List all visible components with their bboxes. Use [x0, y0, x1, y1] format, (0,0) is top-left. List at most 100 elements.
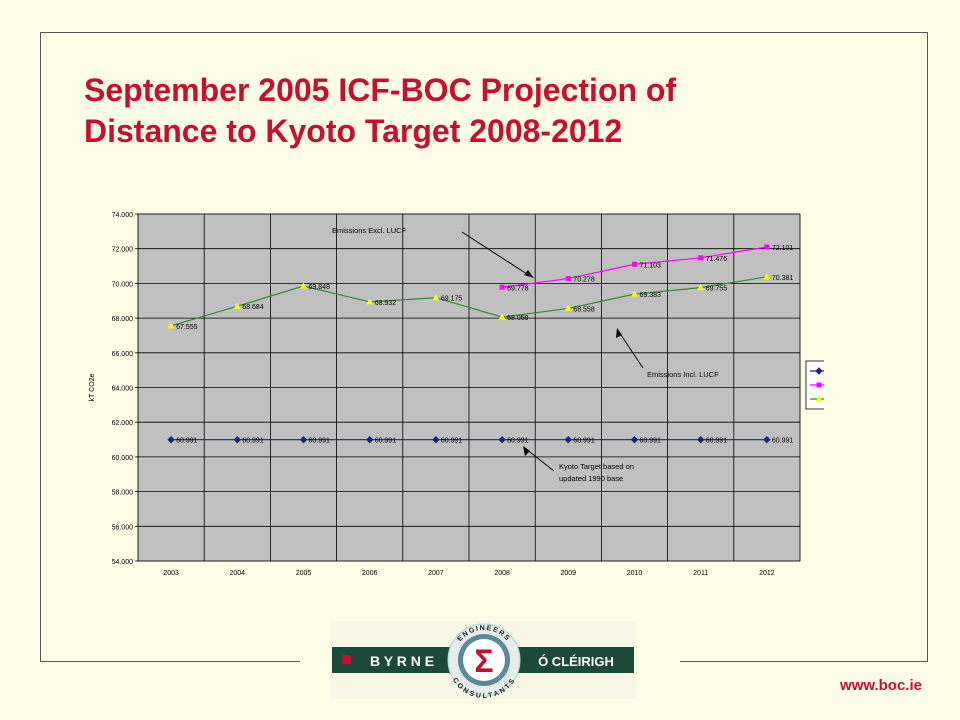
annotation-kyoto-2: updated 1990 base	[559, 474, 623, 483]
x-tick-label: 2003	[163, 570, 179, 577]
data-point-2	[167, 322, 175, 329]
data-point-0	[630, 435, 639, 444]
data-label-2: 69.755	[706, 286, 728, 293]
data-label-2: 68.558	[573, 306, 595, 313]
arrow-incl-head	[616, 328, 622, 338]
data-label-1: 69.778	[507, 285, 529, 292]
chart-svg: 54.000 56.000 58.000 60.000 62.000 64.000 66.0…	[89, 212, 875, 577]
data-point-0	[432, 435, 440, 444]
sigma-icon: Σ	[474, 643, 493, 679]
data-label-0: 60.991	[573, 438, 595, 445]
data-point-0	[498, 435, 506, 444]
data-label-0: 60.991	[441, 438, 463, 445]
data-label-0: 60.991	[706, 438, 728, 445]
data-point-1	[632, 261, 637, 267]
logo-center	[463, 639, 505, 681]
y-tick-label: 72.000	[112, 247, 134, 254]
x-tick-label: 2007	[428, 570, 444, 577]
data-label-2: 69.175	[441, 296, 463, 303]
data-point-2	[763, 273, 771, 280]
data-point-0	[564, 435, 573, 444]
x-tick-label: 2011	[693, 570, 708, 577]
arrow-kyoto-head	[523, 446, 530, 456]
data-label-0: 60.991	[176, 438, 198, 445]
byrne-o-cleirigh-logo: B Y R N E Ó CLÉIRIGH Σ ENGINEERS CONSULT…	[330, 621, 636, 700]
series-line-2	[170, 276, 767, 327]
title-line-1: September 2005 ICF-BOC Projection of	[84, 72, 677, 108]
data-label-1: 71.103	[640, 262, 662, 269]
data-label-0: 60.991	[772, 438, 794, 445]
legend-marker-0	[815, 367, 823, 375]
data-point-2	[498, 313, 506, 320]
data-label-0: 60.991	[375, 438, 397, 445]
data-label-2: 68.684	[242, 304, 264, 311]
x-tick-label: 2004	[230, 570, 246, 577]
data-point-1	[698, 255, 704, 261]
data-point-1	[764, 244, 770, 250]
logo-right-bar	[518, 647, 634, 673]
data-point-0	[365, 435, 374, 444]
data-label-2: 70.381	[772, 275, 794, 282]
data-label-0: 60.991	[309, 438, 331, 445]
x-tick-label: 2005	[296, 570, 312, 577]
logo-right-text: Ó CLÉIRIGH	[538, 654, 614, 669]
y-tick-label: 68.000	[112, 316, 134, 323]
x-tick-label: 2009	[561, 570, 577, 577]
website-url[interactable]: www.boc.ie	[840, 677, 922, 694]
data-label-1: 71.476	[706, 256, 728, 263]
y-tick-label: 66.000	[112, 351, 134, 358]
chart: 54.000 56.000 58.000 60.000 62.000 64.000 66.0…	[84, 205, 875, 585]
annotation-excl-lucf: Emissions Excl. LUCF	[332, 226, 407, 235]
data-label-1: 72.101	[772, 245, 794, 252]
x-tick-label: 2008	[494, 570, 510, 577]
data-point-2	[300, 282, 307, 289]
data-point-0	[696, 435, 705, 444]
y-tick-label: 54.000	[112, 559, 134, 566]
data-point-1	[499, 284, 505, 290]
arrow-excl-line	[461, 231, 531, 277]
legend-marker-2	[815, 395, 823, 402]
data-point-0	[763, 435, 771, 444]
y-tick-label: 64.000	[112, 386, 134, 393]
logo-left-text: B Y R N E	[370, 653, 434, 669]
data-point-2	[366, 298, 374, 305]
data-label-0: 60.991	[507, 438, 529, 445]
data-label-2: 69.848	[309, 284, 331, 291]
annotation-kyoto-1: Kyoto Target based on	[559, 462, 634, 471]
arrow-kyoto-line	[525, 448, 555, 472]
data-label-1: 70.278	[573, 277, 595, 284]
data-point-0	[299, 435, 308, 444]
x-tick-label: 2012	[759, 570, 775, 577]
data-point-2	[631, 290, 638, 297]
logo-red-square	[342, 655, 351, 664]
data-label-2: 68.932	[375, 300, 397, 307]
data-point-1	[565, 276, 571, 282]
data-point-2	[233, 302, 241, 309]
data-point-0	[233, 435, 242, 444]
y-tick-label: 58.000	[112, 490, 134, 497]
x-tick-label: 2010	[627, 570, 643, 577]
annotation-incl-lucf: Emissions Incl. LUCF	[647, 370, 719, 379]
y-tick-label: 56.000	[112, 524, 134, 531]
y-tick-label: 70.000	[112, 281, 134, 288]
data-label-2: 68.059	[507, 315, 529, 322]
legend-marker-1	[816, 382, 822, 388]
data-point-2	[564, 304, 572, 311]
title-line-2: Distance to Kyoto Target 2008-2012	[84, 113, 623, 149]
logo-svg: B Y R N E Ó CLÉIRIGH Σ ENGINEERS CONSULT…	[332, 623, 634, 700]
data-point-2	[432, 294, 440, 301]
slide-title: September 2005 ICF-BOC Projection of Dis…	[84, 70, 884, 152]
logo-left-bar	[332, 647, 450, 673]
data-label-2: 69.383	[640, 292, 662, 299]
y-tick-label: 60.000	[112, 455, 134, 462]
y-axis-label: kT CO2e	[89, 373, 96, 401]
arrow-incl-line	[618, 331, 644, 369]
data-label-0: 60.991	[640, 438, 662, 445]
data-label-0: 60.991	[242, 438, 264, 445]
data-point-2	[697, 284, 705, 291]
data-label-2: 67.555	[176, 324, 198, 331]
y-tick-label: 62.000	[112, 420, 134, 427]
x-tick-label: 2006	[362, 570, 378, 577]
y-tick-label: 74.000	[112, 212, 134, 219]
arrow-excl-head	[524, 270, 534, 278]
